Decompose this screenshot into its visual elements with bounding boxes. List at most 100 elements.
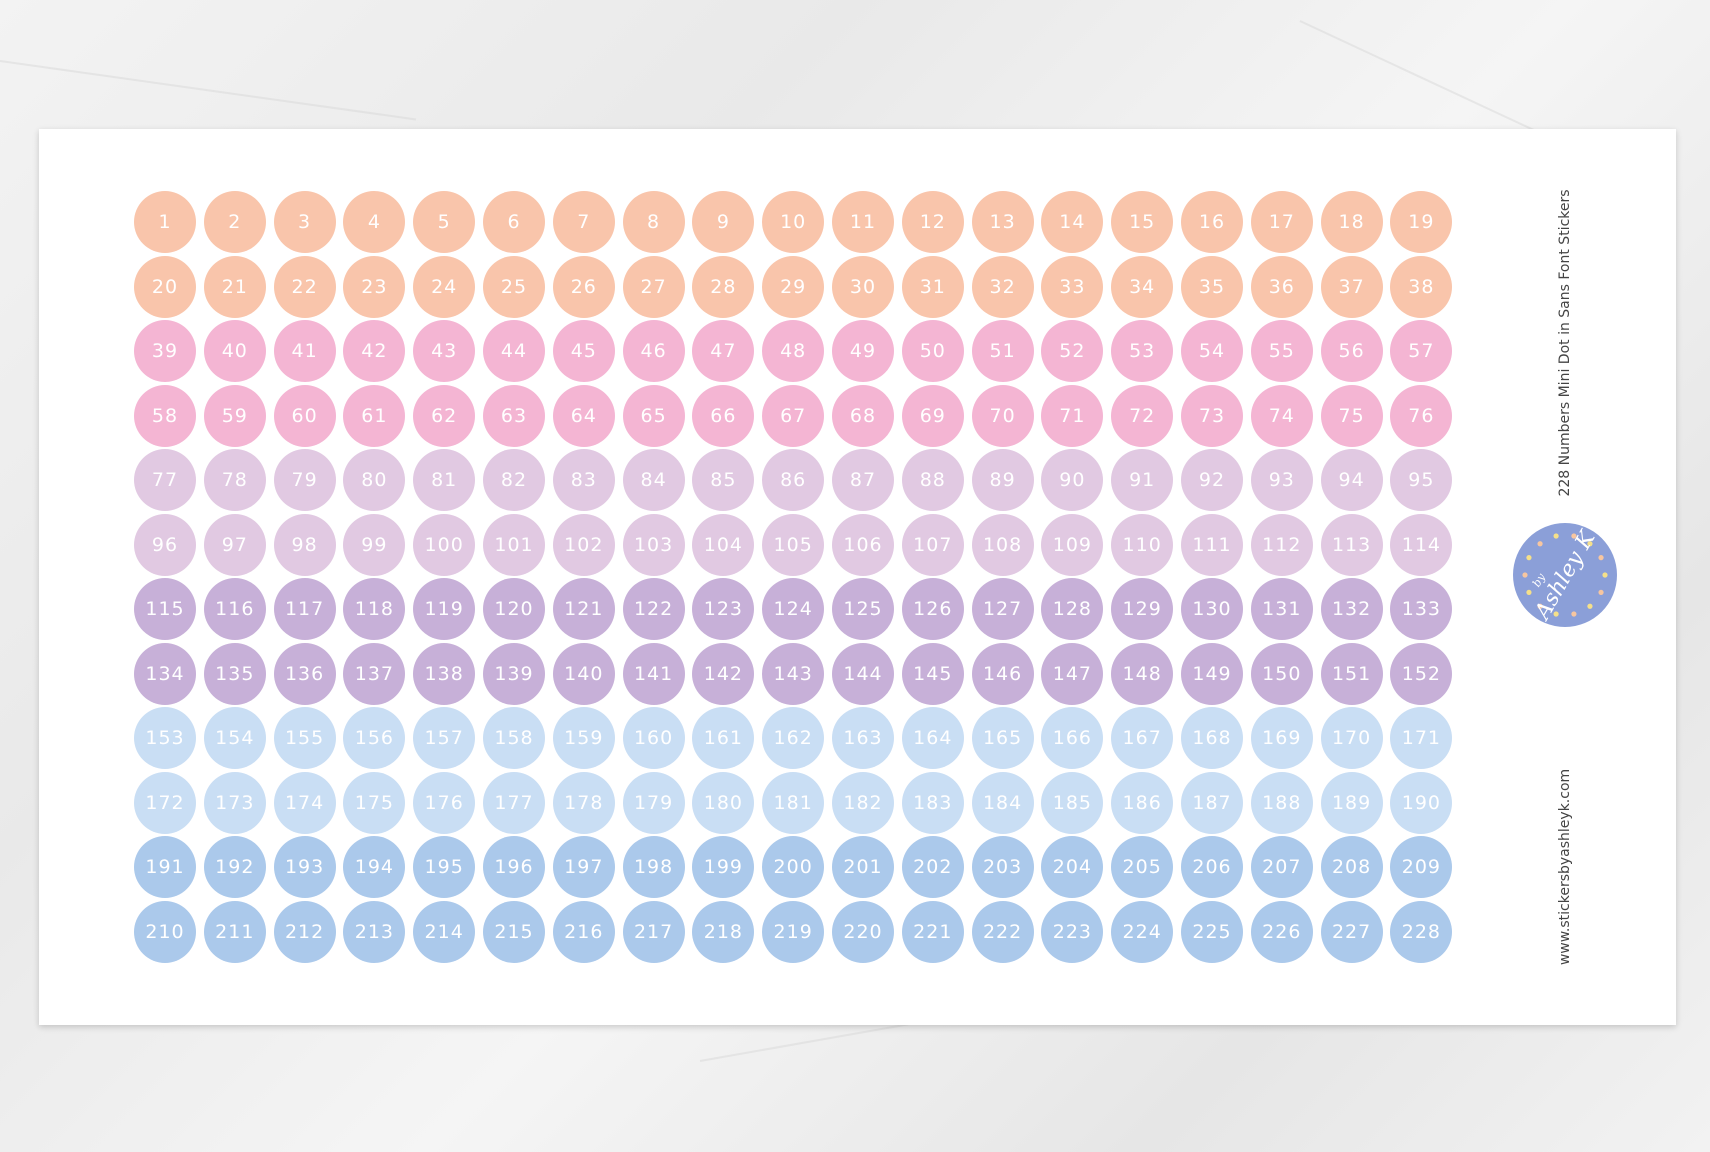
- number-sticker: 48: [762, 320, 825, 382]
- number-sticker: 225: [1181, 900, 1243, 963]
- number-sticker: 95: [1390, 449, 1453, 511]
- number-sticker: 158: [483, 707, 545, 769]
- number-sticker: 45: [552, 320, 615, 382]
- number-sticker: 205: [1111, 836, 1174, 898]
- number-sticker: 130: [1181, 578, 1243, 640]
- number-sticker: 179: [622, 771, 685, 834]
- number-sticker: 134: [134, 642, 196, 705]
- number-sticker: 93: [1250, 449, 1313, 511]
- number-sticker: 76: [1390, 384, 1453, 447]
- number-sticker: 56: [1320, 320, 1383, 382]
- number-sticker: 86: [762, 449, 825, 511]
- number-sticker: 171: [1390, 707, 1453, 769]
- number-sticker: 84: [622, 449, 685, 511]
- number-sticker: 40: [203, 320, 266, 382]
- number-sticker: 51: [971, 320, 1034, 382]
- number-sticker: 175: [343, 771, 406, 834]
- number-sticker: 109: [1041, 513, 1104, 576]
- number-sticker: 87: [832, 449, 894, 511]
- number-sticker: 100: [413, 513, 476, 576]
- number-sticker: 113: [1320, 513, 1383, 576]
- number-sticker: 132: [1320, 578, 1383, 640]
- number-sticker: 98: [273, 513, 336, 576]
- number-sticker: 162: [762, 707, 825, 769]
- number-sticker: 60: [273, 384, 336, 447]
- number-sticker: 139: [483, 642, 545, 705]
- number-sticker: 143: [762, 642, 825, 705]
- heart-icon: [1587, 541, 1593, 547]
- number-sticker: 221: [901, 900, 964, 963]
- number-sticker: 85: [692, 449, 755, 511]
- number-sticker: 150: [1250, 642, 1313, 705]
- number-sticker: 165: [971, 707, 1034, 769]
- number-sticker: 107: [901, 513, 964, 576]
- number-sticker: 129: [1111, 578, 1174, 640]
- number-sticker: 74: [1250, 384, 1313, 447]
- number-sticker: 125: [832, 578, 894, 640]
- number-sticker: 90: [1041, 449, 1104, 511]
- number-sticker: 186: [1111, 771, 1174, 834]
- number-sticker: 15: [1111, 191, 1174, 253]
- number-sticker: 177: [483, 771, 545, 834]
- number-sticker: 11: [832, 191, 894, 253]
- number-sticker: 159: [552, 707, 615, 769]
- number-sticker: 114: [1390, 513, 1453, 576]
- number-sticker: 174: [273, 771, 336, 834]
- number-sticker: 209: [1390, 836, 1453, 898]
- number-sticker: 127: [971, 578, 1034, 640]
- number-sticker: 224: [1111, 900, 1174, 963]
- heart-icon: [1526, 555, 1532, 561]
- number-sticker: 5: [413, 191, 476, 253]
- number-sticker: 185: [1041, 771, 1104, 834]
- number-sticker: 89: [971, 449, 1034, 511]
- number-sticker: 136: [273, 642, 336, 705]
- number-sticker: 151: [1320, 642, 1383, 705]
- number-sticker: 138: [413, 642, 476, 705]
- number-sticker: 108: [971, 513, 1034, 576]
- number-sticker: 212: [273, 900, 336, 963]
- number-sticker: 59: [203, 384, 266, 447]
- number-sticker: 187: [1181, 771, 1243, 834]
- number-sticker: 208: [1320, 836, 1383, 898]
- number-sticker: 27: [622, 255, 685, 318]
- number-sticker: 123: [692, 578, 755, 640]
- number-sticker: 111: [1181, 513, 1243, 576]
- number-sticker: 128: [1041, 578, 1104, 640]
- number-sticker: 64: [552, 384, 615, 447]
- number-sticker: 4: [343, 191, 406, 253]
- brand-logo: Ashley K by: [1513, 523, 1617, 627]
- number-sticker: 96: [134, 513, 196, 576]
- website-url: www.stickersbyashleyk.com: [1557, 768, 1573, 966]
- number-sticker: 119: [413, 578, 476, 640]
- number-sticker: 112: [1250, 513, 1313, 576]
- number-sticker: 12: [901, 191, 964, 253]
- number-sticker: 206: [1181, 836, 1243, 898]
- number-sticker: 31: [901, 255, 964, 318]
- number-sticker: 146: [971, 642, 1034, 705]
- number-sticker: 181: [762, 771, 825, 834]
- number-sticker: 47: [692, 320, 755, 382]
- number-sticker: 101: [483, 513, 545, 576]
- number-sticker: 117: [273, 578, 336, 640]
- heart-icon: [1553, 611, 1559, 617]
- number-sticker: 70: [971, 384, 1034, 447]
- number-sticker: 67: [762, 384, 825, 447]
- number-sticker: 137: [343, 642, 406, 705]
- number-sticker: 164: [901, 707, 964, 769]
- number-sticker: 223: [1041, 900, 1104, 963]
- number-sticker: 1: [134, 191, 196, 253]
- heart-icon: [1587, 603, 1593, 609]
- number-sticker: 169: [1250, 707, 1313, 769]
- number-sticker: 195: [413, 836, 476, 898]
- number-sticker: 105: [762, 513, 825, 576]
- number-sticker: 121: [552, 578, 615, 640]
- number-sticker: 57: [1390, 320, 1453, 382]
- number-sticker: 184: [971, 771, 1034, 834]
- number-sticker: 194: [343, 836, 406, 898]
- number-sticker: 200: [762, 836, 825, 898]
- number-sticker: 29: [762, 255, 825, 318]
- number-sticker: 172: [134, 771, 196, 834]
- number-sticker: 38: [1390, 255, 1453, 318]
- number-sticker: 91: [1111, 449, 1174, 511]
- heart-icon: [1526, 589, 1532, 595]
